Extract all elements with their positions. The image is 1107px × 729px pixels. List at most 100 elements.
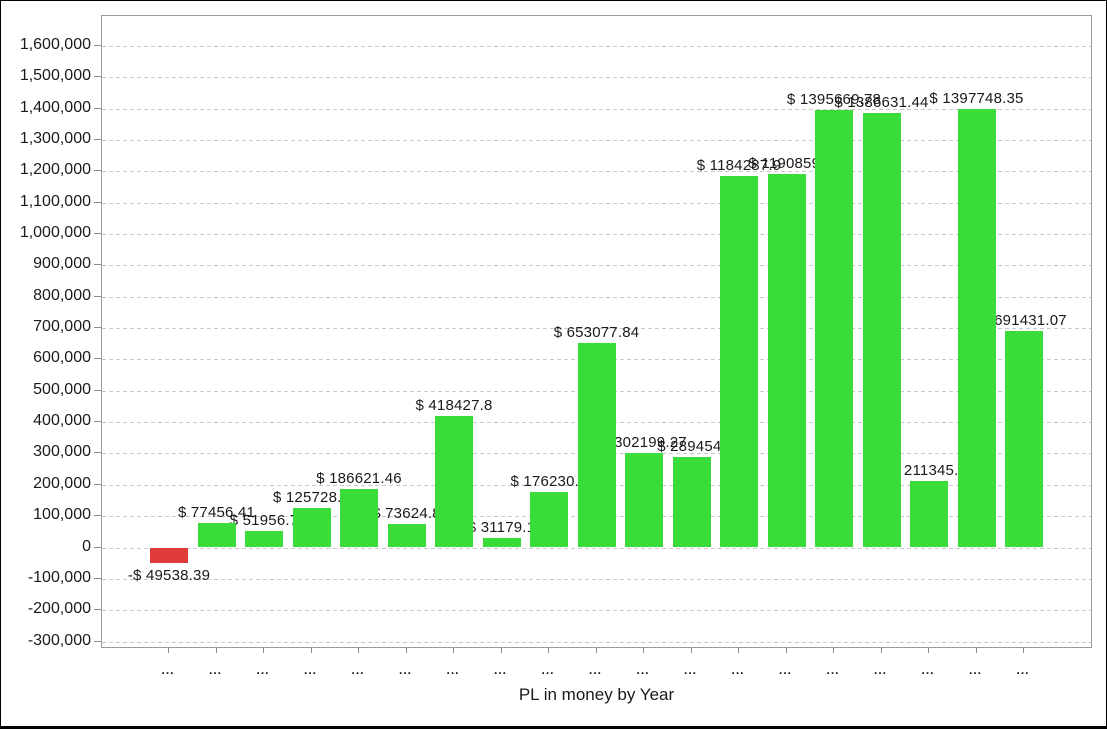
gridline	[102, 610, 1091, 612]
x-axis-tick-mark	[215, 648, 217, 653]
x-axis-tick-label: ...	[968, 663, 983, 677]
bar	[435, 416, 473, 548]
y-axis-tick-mark	[94, 170, 101, 172]
y-axis-tick-label: 100,000	[33, 506, 91, 524]
gridline	[102, 328, 1091, 330]
bar	[530, 492, 568, 548]
bar-value-label: $ 125728.4	[272, 489, 351, 507]
y-axis-tick-label: -100,000	[27, 568, 91, 586]
x-axis-tick-label: ...	[1016, 663, 1030, 677]
x-axis-tick-label: ...	[351, 663, 365, 677]
bar-value-label: $ 77456.41	[177, 504, 256, 522]
gridline	[102, 641, 1091, 643]
y-axis-tick-mark	[94, 577, 101, 579]
x-axis-tick-mark	[1023, 648, 1024, 653]
bar	[197, 523, 236, 548]
x-axis-tick-label: ...	[256, 663, 270, 677]
gridline	[102, 202, 1091, 204]
y-axis-tick-mark	[94, 640, 101, 642]
bar	[482, 537, 521, 548]
x-axis-tick-mark	[595, 648, 597, 653]
bar	[672, 456, 711, 548]
y-axis-tick-label: 1,100,000	[19, 192, 91, 210]
plot-area: -$ 49538.39 $ 77456.41 $ 51956.7 $ 125728.4…	[101, 15, 1092, 648]
bar-value-label: $ 302199.27	[601, 433, 687, 451]
y-axis-tick-label: 1,200,000	[19, 161, 91, 179]
x-axis-title: PL in money by Year	[518, 685, 675, 704]
x-axis-tick-mark	[833, 648, 834, 653]
x-axis-tick-mark	[928, 648, 929, 653]
x-axis-tick-mark	[975, 648, 977, 653]
gridline	[102, 108, 1091, 110]
bar	[150, 547, 188, 564]
bar-value-label: $ 1184287.9	[696, 157, 782, 175]
y-axis-tick-mark	[94, 515, 101, 517]
bar	[577, 342, 616, 548]
x-axis-tick-label: ...	[873, 663, 888, 677]
x-axis-tick-label: ...	[398, 663, 413, 677]
y-axis-tick-label: 1,600,000	[19, 36, 91, 53]
x-axis-tick-label: ...	[493, 663, 508, 677]
y-axis-tick-mark	[94, 421, 101, 423]
y-axis-tick-mark	[94, 452, 101, 454]
x-axis-tick-label: ...	[778, 663, 793, 677]
gridline	[102, 140, 1091, 142]
y-axis-tick-mark	[94, 233, 101, 235]
bar-value-label: $ 418427.8	[415, 397, 493, 415]
y-axis-tick-label: 500,000	[33, 380, 91, 398]
x-axis-tick-label: ...	[446, 663, 460, 677]
bar	[815, 110, 853, 548]
y-axis-tick-label: 200,000	[33, 474, 91, 492]
gridline	[102, 234, 1091, 236]
bar	[957, 109, 996, 548]
y-axis-tick-mark	[94, 45, 101, 46]
bar-value-label: $ 1386631.44	[834, 93, 929, 111]
x-axis-tick-mark	[643, 648, 644, 653]
y-axis-tick-label: 900,000	[33, 255, 91, 273]
x-axis-tick-mark	[263, 648, 264, 653]
bar	[245, 531, 283, 548]
y-axis-tick-mark	[94, 483, 101, 485]
bar	[720, 176, 758, 548]
x-axis-tick-mark	[453, 648, 454, 653]
bar	[340, 489, 378, 548]
y-axis-tick-mark	[94, 358, 101, 360]
y-axis-tick-label: 600,000	[33, 349, 91, 367]
bar-value-label: $ 176230.7	[510, 473, 588, 491]
gridline	[102, 547, 1091, 549]
y-axis-tick-mark	[94, 546, 101, 548]
x-axis-tick-label: ...	[208, 663, 223, 677]
x-axis-tick-mark	[358, 648, 359, 653]
y-axis-tick-label: 1,300,000	[19, 130, 91, 148]
bar	[910, 481, 948, 548]
y-axis-tick-mark	[94, 389, 101, 391]
x-axis-tick-label: ...	[826, 663, 840, 677]
y-axis-tick-mark	[94, 139, 101, 141]
bar-value-label: $ 1190859.	[748, 155, 825, 173]
y-axis-tick-mark	[94, 295, 101, 297]
x-axis-tick-label: ...	[636, 663, 650, 677]
x-axis-tick-mark	[405, 648, 407, 653]
bar-value-label: $ 691431.07	[981, 311, 1067, 329]
bar	[767, 174, 806, 548]
y-axis-tick-mark	[94, 107, 101, 109]
gridline	[102, 171, 1091, 173]
x-axis-tick-mark	[690, 648, 692, 653]
y-axis-tick-mark	[94, 264, 101, 266]
x-axis-tick-mark	[548, 648, 549, 653]
bar-value-label: $ 1395669.78	[786, 91, 882, 109]
y-axis-tick-label: -300,000	[27, 631, 91, 649]
bar-value-label: $ 289454.	[657, 437, 726, 455]
y-axis-tick-label: 300,000	[33, 443, 91, 461]
x-axis-tick-mark	[500, 648, 502, 653]
bar-value-label: $ 653077.84	[553, 323, 640, 341]
gridline	[102, 578, 1091, 580]
x-axis-tick-label: ...	[588, 663, 603, 677]
x-axis-tick-mark	[310, 648, 312, 653]
gridline	[102, 296, 1091, 298]
gridline	[102, 265, 1091, 267]
y-axis-tick-label: 800,000	[33, 286, 91, 304]
bar-value-label: $ 186621.46	[316, 470, 402, 487]
gridline	[102, 46, 1091, 47]
